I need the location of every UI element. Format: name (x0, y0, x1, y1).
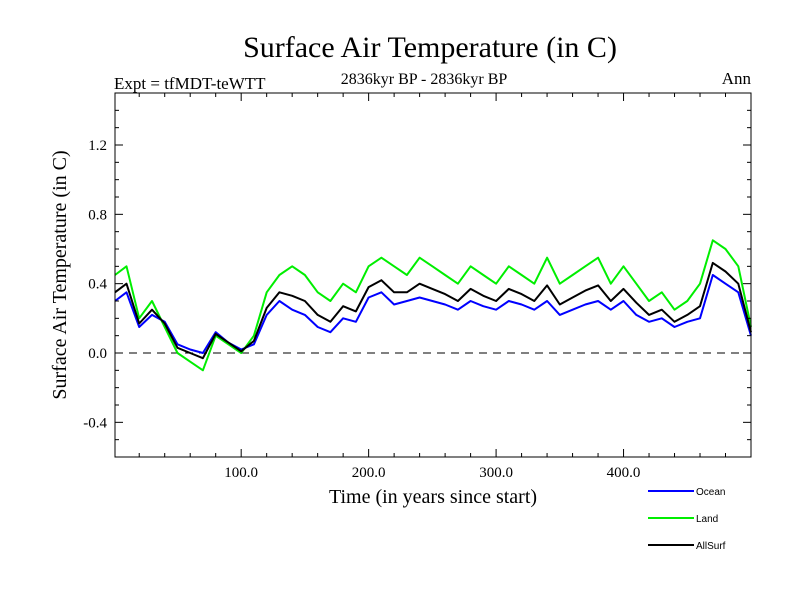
season-label: Ann (722, 69, 752, 88)
legend-label-land: Land (696, 514, 718, 525)
series-line-ocean (114, 274, 752, 354)
chart-title: Surface Air Temperature (in C) (243, 31, 617, 64)
y-tick-label: 0.8 (88, 207, 107, 223)
legend: Ocean Land AllSurf (648, 487, 726, 552)
x-axis-label: Time (in years since start) (329, 486, 537, 508)
y-tick-label: -0.4 (83, 415, 107, 431)
period-label: 2836kyr BP - 2836kyr BP (341, 71, 508, 88)
legend-label-ocean: Ocean (696, 487, 725, 498)
x-tick-label: 400.0 (607, 465, 641, 481)
x-tick-label: 100.0 (224, 465, 258, 481)
series-line-land (114, 239, 752, 372)
x-axis: 100.0 200.0 300.0 400.0 (138, 93, 727, 481)
y-tick-label: 0.0 (88, 346, 107, 362)
series-line-allsurf (114, 261, 752, 360)
y-tick-label: 1.2 (88, 138, 107, 154)
y-axis-label: Surface Air Temperature (in C) (49, 150, 71, 399)
series-layer (114, 239, 752, 372)
y-tick-label: 0.4 (88, 277, 107, 293)
experiment-label: Expt = tfMDT-teWTT (114, 74, 266, 93)
x-tick-label: 300.0 (479, 465, 513, 481)
plot-frame (114, 92, 752, 458)
y-axis: -0.4 0.0 0.4 0.8 1.2 (83, 109, 751, 458)
legend-label-allsurf: AllSurf (696, 541, 726, 552)
x-tick-label: 200.0 (352, 465, 386, 481)
